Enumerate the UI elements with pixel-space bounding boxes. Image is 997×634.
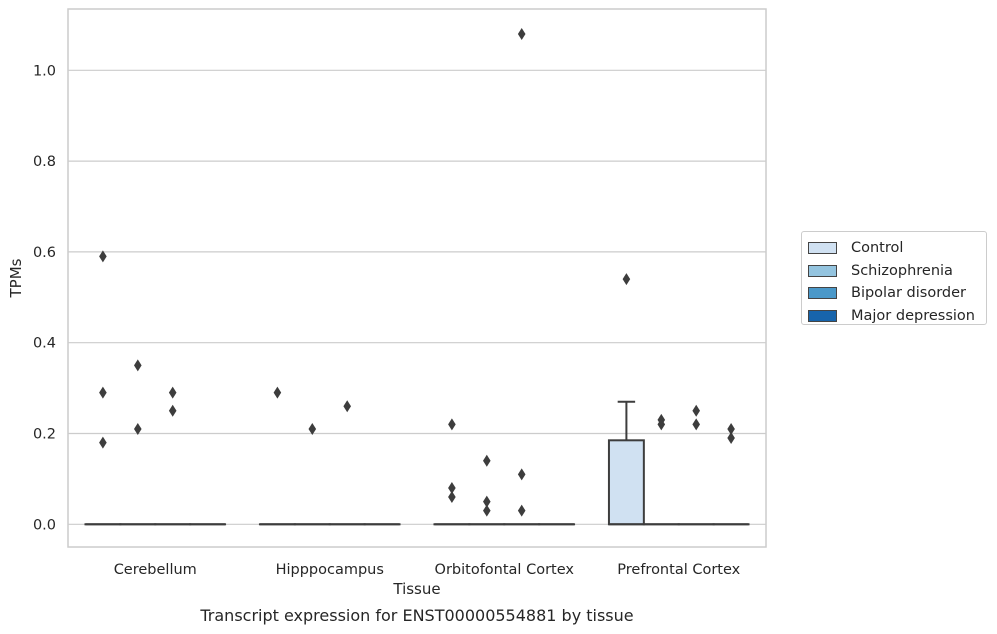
- x-tick-label: Hipppocampus: [276, 562, 384, 578]
- y-tick-label: 0.4: [33, 336, 56, 352]
- box-control: [84, 250, 122, 526]
- box-bipolar-disorder: [503, 27, 541, 526]
- x-tick-labels: Cerebellum Hipppocampus Orbitofontal Corte…: [114, 562, 741, 578]
- box-bipolar-disorder: [154, 386, 192, 526]
- legend-swatch: [808, 264, 837, 277]
- outlier-point: [134, 359, 142, 372]
- legend: Control Schizophrenia Bipolar disorder M…: [801, 231, 987, 325]
- box-control: [433, 418, 471, 526]
- outlier-point: [448, 481, 456, 494]
- x-tick-label: Prefrontal Cortex: [617, 562, 740, 578]
- outlier-point: [99, 386, 107, 399]
- outlier-point: [727, 432, 735, 445]
- outlier-point: [168, 386, 177, 399]
- outlier-point: [517, 468, 526, 481]
- plot-frame: [67, 8, 767, 548]
- outlier-point: [517, 27, 526, 40]
- legend-swatch: [808, 309, 837, 322]
- box-control: [607, 273, 645, 526]
- chart-caption: Transcript expression for ENST0000055488…: [200, 606, 634, 625]
- outlier-point: [657, 418, 666, 431]
- box-major-depression: [712, 422, 750, 526]
- box-bipolar-disorder: [677, 404, 715, 526]
- box-groups: [84, 27, 750, 526]
- y-tick-labels: 0.0 0.2 0.4 0.6 0.8 1.0: [33, 63, 56, 533]
- legend-label: Major depression: [851, 307, 975, 324]
- outlier-point: [343, 400, 351, 413]
- legend-swatch: [808, 242, 837, 255]
- outlier-point: [692, 418, 700, 431]
- outlier-point: [448, 418, 456, 431]
- box-schizophrenia: [119, 359, 157, 526]
- y-tick-label: 1.0: [33, 63, 56, 79]
- y-axis-label: TPMs: [7, 258, 25, 298]
- outlier-point: [308, 422, 317, 435]
- outlier-point: [622, 273, 631, 286]
- box-bipolar-disorder: [328, 400, 366, 526]
- y-gridlines: [68, 69, 766, 525]
- box-body: [607, 439, 645, 526]
- legend-item-major-depression: Major depression: [808, 305, 986, 328]
- outlier-point: [727, 422, 735, 435]
- legend-label: Schizophrenia: [851, 262, 953, 279]
- outlier-point: [517, 504, 526, 517]
- box-schizophrenia: [642, 413, 680, 526]
- outlier-point: [448, 491, 456, 504]
- y-tick-label: 0.6: [33, 245, 56, 261]
- outlier-point: [483, 504, 491, 517]
- x-tick-label: Orbitofontal Cortex: [435, 562, 575, 578]
- box-schizophrenia: [293, 422, 331, 526]
- y-tick-label: 0.0: [33, 517, 56, 533]
- x-tick-label: Cerebellum: [114, 562, 197, 578]
- legend-label: Control: [851, 240, 904, 257]
- outlier-point: [99, 436, 107, 449]
- y-tick-label: 0.2: [33, 426, 56, 442]
- y-tick-label: 0.8: [33, 154, 56, 170]
- legend-swatch: [808, 287, 837, 300]
- outlier-point: [692, 404, 700, 417]
- outlier-point: [483, 454, 491, 467]
- legend-label: Bipolar disorder: [851, 285, 966, 302]
- x-axis-label: Tissue: [393, 580, 441, 598]
- outlier-point: [99, 250, 107, 263]
- box-control: [258, 386, 296, 526]
- legend-item-control: Control: [808, 237, 986, 260]
- box-schizophrenia: [468, 454, 506, 526]
- legend-item-bipolar-disorder: Bipolar disorder: [808, 282, 986, 305]
- outlier-point: [134, 422, 142, 435]
- legend-item-schizophrenia: Schizophrenia: [808, 260, 986, 283]
- outlier-point: [168, 404, 177, 417]
- outlier-point: [483, 495, 491, 508]
- outlier-point: [273, 386, 282, 399]
